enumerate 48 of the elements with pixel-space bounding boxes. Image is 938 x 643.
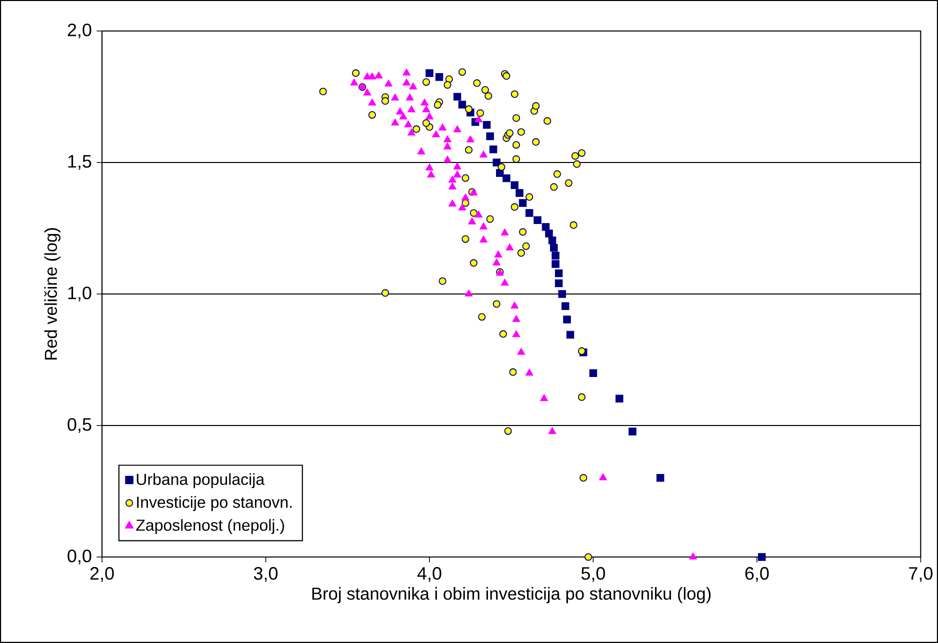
point (563, 316, 571, 324)
point (548, 236, 556, 244)
point (758, 553, 766, 561)
point (656, 474, 664, 482)
point (510, 181, 518, 189)
point (516, 189, 524, 197)
point (545, 230, 553, 238)
point (489, 145, 498, 154)
x-axis-title: Broj stanovnika i obim investicija po stanovniku (log) (312, 587, 711, 604)
point (554, 269, 563, 278)
point (482, 121, 491, 129)
y-tick-label: 1,5 (68, 155, 92, 170)
point (518, 199, 527, 207)
point (534, 216, 542, 224)
point (525, 209, 534, 217)
y-tick-label: 1,0 (68, 286, 92, 302)
y-tick-label: 0,0 (68, 550, 92, 564)
point (550, 244, 558, 252)
point (492, 158, 500, 166)
point (426, 69, 434, 77)
point (562, 302, 570, 310)
x-tick-label: 7,0 (909, 567, 932, 582)
point (552, 252, 560, 260)
point (502, 174, 510, 182)
y-tick-label: 0,5 (68, 418, 92, 433)
x-tick-label: 3,0 (254, 567, 278, 582)
legend-label: Investicije po stanovn. (137, 496, 292, 512)
x-tick-label: 5,0 (581, 567, 606, 582)
point (616, 394, 624, 403)
x-tick-label: 2,0 (90, 567, 114, 582)
point (542, 223, 550, 231)
y-axis-title: Red veličine (log) (44, 228, 60, 360)
y-tick-label: 2,0 (68, 24, 92, 38)
point (453, 92, 462, 101)
legend-label: Zaposlenost (nepolj.) (136, 519, 284, 534)
point (589, 369, 598, 378)
point (554, 279, 563, 288)
point (458, 100, 466, 109)
point (552, 260, 560, 268)
point (628, 428, 636, 436)
point (566, 330, 574, 339)
x-tick-label: 4,0 (417, 567, 442, 582)
point (435, 73, 444, 81)
legend-label: Urbana populacija (136, 473, 265, 488)
x-tick-label: 6,0 (745, 567, 769, 582)
point (558, 290, 566, 298)
point (486, 132, 494, 140)
point (496, 169, 504, 177)
